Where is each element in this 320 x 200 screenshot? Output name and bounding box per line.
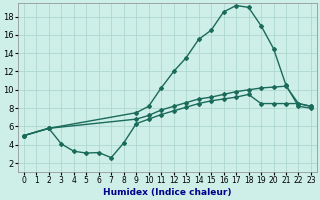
X-axis label: Humidex (Indice chaleur): Humidex (Indice chaleur) bbox=[103, 188, 232, 197]
